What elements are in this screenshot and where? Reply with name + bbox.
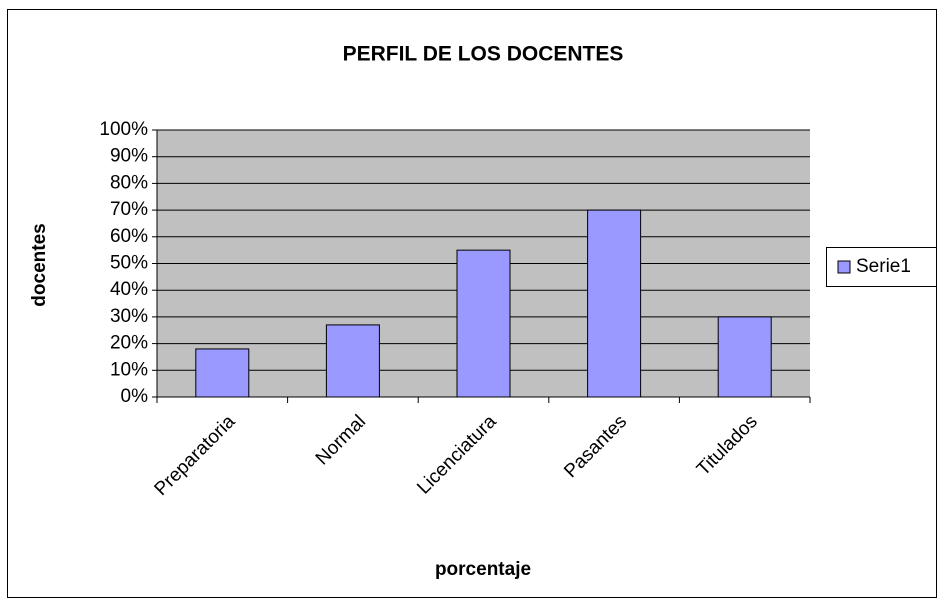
y-tick-label: 60% — [110, 226, 148, 247]
y-tick-label: 90% — [110, 146, 148, 167]
y-tick-label: 50% — [110, 253, 148, 274]
y-tick-label: 70% — [110, 199, 148, 220]
bar — [456, 249, 511, 398]
legend-label: Serie1 — [856, 256, 911, 277]
y-tick-label: 80% — [110, 172, 148, 193]
y-axis-label: docentes — [29, 223, 50, 306]
y-tick-label: 0% — [121, 386, 149, 407]
y-tick-label: 100% — [99, 119, 148, 140]
bar — [587, 209, 642, 398]
bar — [195, 348, 250, 398]
chart-title: PERFIL DE LOS DOCENTES — [343, 43, 624, 66]
y-tick-label: 10% — [110, 359, 148, 380]
y-tick-label: 40% — [110, 279, 148, 300]
bar — [325, 324, 380, 398]
bar — [717, 316, 772, 398]
legend-swatch — [837, 260, 851, 274]
y-tick-label: 30% — [110, 306, 148, 327]
y-tick-label: 20% — [110, 333, 148, 354]
x-axis-label: porcentaje — [435, 559, 531, 580]
